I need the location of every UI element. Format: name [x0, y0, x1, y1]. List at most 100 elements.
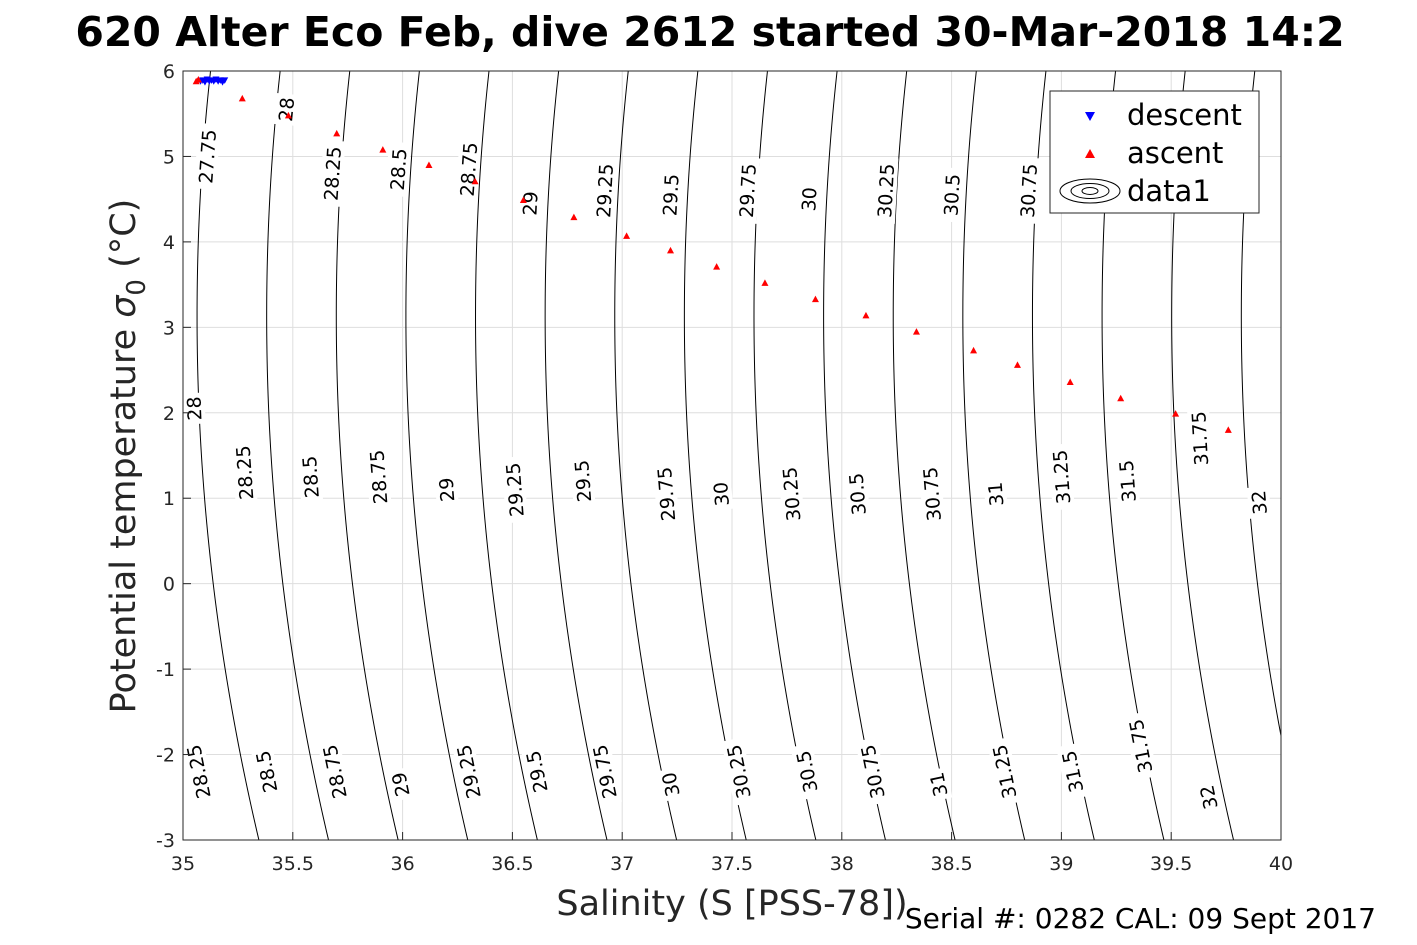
y-axis-label-unit: (°C) — [104, 199, 144, 279]
ascent-point — [471, 177, 479, 185]
contour-label-bg — [1186, 405, 1213, 472]
contour-label: 29.75 — [652, 460, 680, 528]
contour-label-text: 32 — [1196, 783, 1223, 811]
ascent-point — [379, 146, 387, 153]
ascent-point — [623, 232, 631, 239]
y-tick-label: -3 — [156, 830, 175, 852]
density-contour-line — [475, 71, 538, 840]
contour-label-bg — [1114, 453, 1141, 509]
contour-label-bg — [182, 392, 206, 425]
y-tick-label: 4 — [163, 232, 175, 254]
chart-title: 620 Alter Eco Feb, dive 2612 started 30-… — [75, 8, 1344, 56]
ascent-point — [1172, 410, 1180, 417]
contour-label-text: 28.25 — [233, 445, 259, 501]
y-tick-label: -1 — [156, 659, 175, 681]
ascent-point — [667, 246, 675, 254]
x-axis-label: Salinity (S [PSS-78]) — [556, 884, 907, 924]
contour-label: 31.25 — [1048, 443, 1075, 511]
contour-label: 29.25 — [591, 157, 618, 224]
contour-label: 30.75 — [1015, 157, 1042, 224]
density-contour-line — [892, 71, 956, 840]
contour-label-bg — [1194, 779, 1223, 815]
contour-label-text: 29.75 — [736, 163, 761, 219]
contour-label: 29.5 — [658, 167, 684, 223]
contour-label: 30.5 — [844, 466, 871, 522]
contour-label: 29 — [518, 187, 543, 220]
y-axis-label-main: Potential temperature — [104, 318, 144, 714]
contour-label-text: 30.5 — [940, 173, 964, 216]
contour-label: 28 — [273, 92, 299, 126]
legend-box — [1049, 90, 1260, 214]
y-tick-label: 1 — [163, 488, 175, 510]
contour-label: 31 — [983, 477, 1008, 511]
contour-label-text: 28 — [184, 396, 207, 421]
contour-label-text: 29.5 — [659, 173, 683, 216]
contour-label-text: 29.5 — [571, 459, 596, 503]
contour-label-bg — [518, 187, 542, 220]
contour-label-text: 29 — [519, 191, 542, 216]
contour-label-bg — [250, 742, 283, 801]
contour-label: 30 — [797, 183, 822, 216]
ascent-point — [1013, 361, 1021, 368]
density-contour-line — [196, 71, 260, 840]
contour-label: 30.75 — [918, 460, 946, 528]
contour-label-bg — [386, 767, 415, 802]
contour-label-text: 30 — [798, 187, 821, 212]
contour-label-text: 29.25 — [593, 163, 618, 219]
contour-label-bg — [591, 157, 618, 224]
contour-label-text: 30.5 — [846, 472, 871, 516]
contour-label-bg — [939, 167, 965, 223]
x-tick-label: 37 — [610, 853, 634, 875]
ascent-point — [333, 129, 341, 137]
contour-label-text: 31 — [926, 770, 953, 798]
ascent-point — [519, 196, 527, 204]
ascent-point — [970, 346, 978, 354]
data-series — [192, 76, 1232, 433]
contour-label-bg — [231, 439, 258, 507]
contour-label: 31.75 — [1186, 405, 1213, 472]
contour-label-bg — [317, 737, 352, 806]
contour-label: 28.5 — [297, 449, 324, 505]
legend-descent-label: descent — [1127, 98, 1242, 132]
contour-label-text: 30 — [710, 481, 734, 507]
contour-label-bg — [872, 157, 899, 224]
contour-label-bg — [319, 140, 346, 207]
contour-label-bg — [855, 737, 890, 806]
contour-label: 28.25 — [231, 439, 259, 507]
contour-label-text: 28.75 — [366, 449, 392, 505]
x-tick-label: 39 — [1049, 853, 1073, 875]
density-contour-line — [614, 71, 678, 840]
contour-label-text: 27.75 — [195, 129, 221, 185]
contour-label-bg — [1015, 157, 1042, 224]
contour-label-text: 31.5 — [1116, 459, 1141, 503]
contour-label: 30.75 — [855, 737, 890, 806]
x-tick-label: 38.5 — [930, 853, 972, 875]
contour-label: 30 — [656, 767, 685, 802]
density-contour-line — [544, 71, 608, 840]
y-tick-label: 0 — [163, 574, 175, 596]
contour-label-text: 30.75 — [920, 466, 946, 522]
ascent-point — [425, 161, 433, 168]
contour-label-bg — [918, 460, 946, 528]
contour-label-bg — [652, 460, 680, 528]
y-tick-label: 3 — [163, 317, 175, 339]
ascent-point — [1117, 394, 1125, 402]
contour-label: 32 — [1194, 779, 1223, 815]
x-tick-label: 35 — [171, 853, 195, 875]
contour-label: 31.5 — [1114, 453, 1141, 509]
contour-label-bg — [297, 449, 324, 505]
contour-label-bg — [656, 767, 685, 802]
contour-label-bg — [734, 157, 761, 224]
contour-label-bg — [434, 473, 459, 507]
contour-label-bg — [385, 141, 411, 197]
contour-label-bg — [193, 122, 221, 190]
y-tick-label: -2 — [156, 745, 175, 767]
density-contour-line — [405, 71, 469, 840]
contour-label: 28.5 — [385, 141, 412, 197]
contour-label: 29 — [386, 767, 415, 802]
contour-label: 28.25 — [319, 140, 346, 207]
ascent-point — [1066, 378, 1074, 386]
ascent-point — [238, 94, 246, 102]
x-tick-label: 36 — [391, 853, 415, 875]
contour-label: 28.75 — [455, 135, 482, 203]
